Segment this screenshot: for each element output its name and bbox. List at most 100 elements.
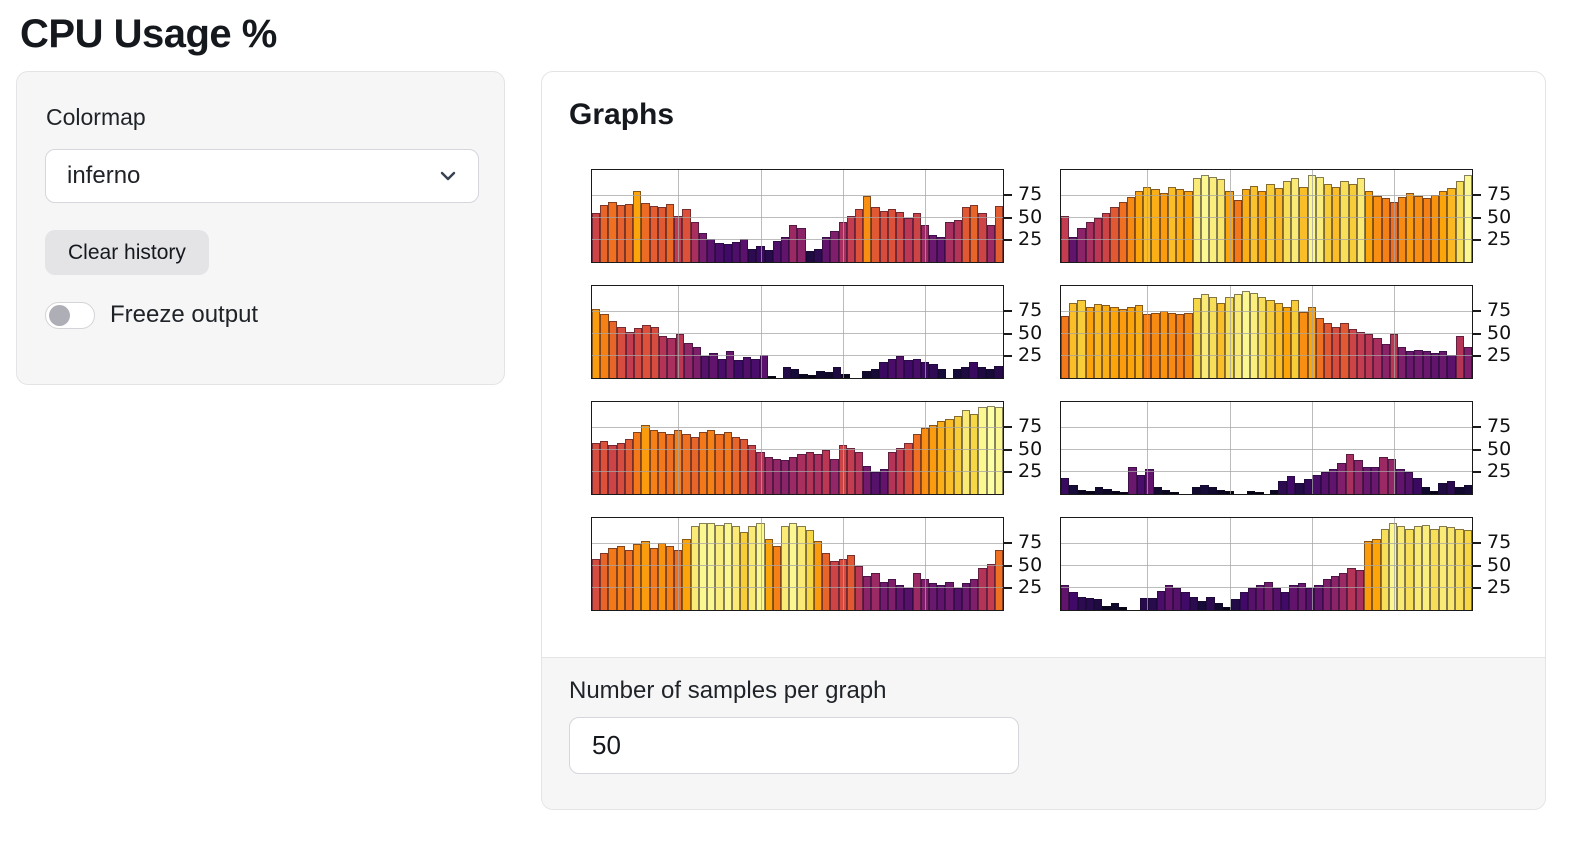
bar bbox=[759, 355, 768, 378]
y-tick-mark bbox=[1473, 448, 1481, 451]
bar bbox=[723, 244, 732, 262]
bar bbox=[830, 231, 839, 262]
y-tick-label: 50 bbox=[1487, 321, 1512, 344]
bar bbox=[682, 539, 691, 610]
bar bbox=[1439, 191, 1448, 262]
bar bbox=[986, 564, 995, 610]
bar bbox=[870, 369, 880, 378]
bar bbox=[887, 358, 896, 378]
bar bbox=[641, 202, 650, 262]
y-axis: 25 50 75 bbox=[1004, 285, 1066, 379]
plot-area bbox=[1060, 169, 1473, 263]
bar bbox=[1397, 525, 1406, 610]
bar bbox=[846, 448, 855, 494]
y-tick-mark bbox=[1473, 587, 1481, 590]
bar bbox=[1429, 491, 1439, 494]
y-tick-mark bbox=[1004, 471, 1012, 474]
bar bbox=[707, 430, 716, 494]
bar bbox=[657, 432, 666, 494]
bar bbox=[855, 208, 864, 262]
bar bbox=[977, 367, 986, 378]
bar bbox=[1093, 303, 1103, 378]
bar bbox=[1128, 467, 1137, 494]
bar bbox=[1143, 314, 1152, 378]
bar bbox=[772, 546, 782, 610]
bar bbox=[1381, 198, 1390, 262]
bar bbox=[846, 555, 855, 610]
control-panel: Colormap inferno Clear history Freeze ou… bbox=[16, 71, 505, 385]
bar bbox=[781, 237, 790, 262]
bar bbox=[952, 369, 961, 378]
bar bbox=[813, 248, 823, 262]
bar bbox=[715, 433, 724, 494]
bar bbox=[920, 427, 929, 494]
bar bbox=[1246, 491, 1256, 494]
bar bbox=[904, 217, 913, 262]
bar bbox=[1192, 177, 1201, 262]
bar bbox=[731, 241, 740, 262]
bar bbox=[739, 239, 749, 262]
bar bbox=[1214, 602, 1223, 610]
bar bbox=[937, 369, 947, 378]
bar bbox=[641, 541, 650, 610]
bar bbox=[1208, 177, 1218, 262]
bar bbox=[1274, 187, 1283, 262]
cpu-usage-graph-6: 25 50 75 bbox=[1060, 401, 1511, 495]
bar bbox=[986, 369, 995, 378]
bar bbox=[937, 585, 946, 610]
y-tick-label: 75 bbox=[1018, 183, 1043, 206]
bar bbox=[1217, 178, 1226, 262]
bar bbox=[1305, 587, 1315, 610]
bar bbox=[1389, 201, 1398, 262]
bar bbox=[1463, 347, 1472, 378]
bar bbox=[969, 362, 978, 378]
freeze-output-toggle[interactable] bbox=[45, 301, 95, 329]
bar bbox=[879, 210, 888, 262]
bar bbox=[928, 235, 938, 262]
bar bbox=[764, 456, 773, 494]
bar bbox=[1139, 597, 1149, 610]
bar bbox=[896, 448, 905, 494]
bar bbox=[789, 456, 798, 494]
bar bbox=[1256, 585, 1265, 610]
y-tick-mark bbox=[1004, 426, 1012, 429]
y-axis: 25 50 75 bbox=[1473, 517, 1535, 611]
bar bbox=[1439, 351, 1448, 378]
bar bbox=[1069, 237, 1078, 262]
bar bbox=[805, 251, 814, 262]
bar bbox=[600, 314, 609, 378]
y-tick-mark bbox=[1473, 310, 1481, 313]
bar bbox=[953, 587, 962, 610]
bar bbox=[698, 432, 708, 494]
bar bbox=[1446, 480, 1456, 494]
cpu-usage-graph-8: 25 50 75 bbox=[1060, 517, 1511, 611]
bar bbox=[789, 523, 798, 610]
bar bbox=[978, 213, 987, 262]
bar bbox=[1206, 596, 1215, 610]
bar bbox=[1363, 541, 1373, 610]
bar bbox=[1264, 581, 1273, 610]
bar bbox=[690, 222, 699, 262]
bar bbox=[1356, 332, 1366, 378]
bar bbox=[592, 442, 601, 494]
bar bbox=[667, 338, 676, 378]
bar bbox=[1103, 488, 1112, 494]
output-panel: Graphs 25 50 75 25 50 75 25 50 75 25 50 75 25 50 7… bbox=[541, 71, 1546, 810]
samples-input[interactable] bbox=[569, 717, 1019, 774]
bar bbox=[1286, 476, 1296, 494]
bar bbox=[1406, 193, 1415, 262]
bar bbox=[608, 320, 618, 378]
bar bbox=[734, 360, 743, 378]
bar bbox=[1102, 213, 1111, 262]
bar bbox=[1156, 590, 1165, 610]
colormap-dropdown[interactable]: inferno bbox=[45, 149, 479, 203]
bar bbox=[1189, 596, 1199, 610]
bar bbox=[1136, 474, 1146, 494]
clear-history-button[interactable]: Clear history bbox=[45, 230, 209, 275]
bar bbox=[961, 583, 971, 610]
bar bbox=[1274, 302, 1283, 378]
bar bbox=[1247, 587, 1257, 610]
bar bbox=[791, 369, 800, 378]
bar bbox=[1365, 333, 1374, 378]
bar bbox=[846, 216, 855, 262]
